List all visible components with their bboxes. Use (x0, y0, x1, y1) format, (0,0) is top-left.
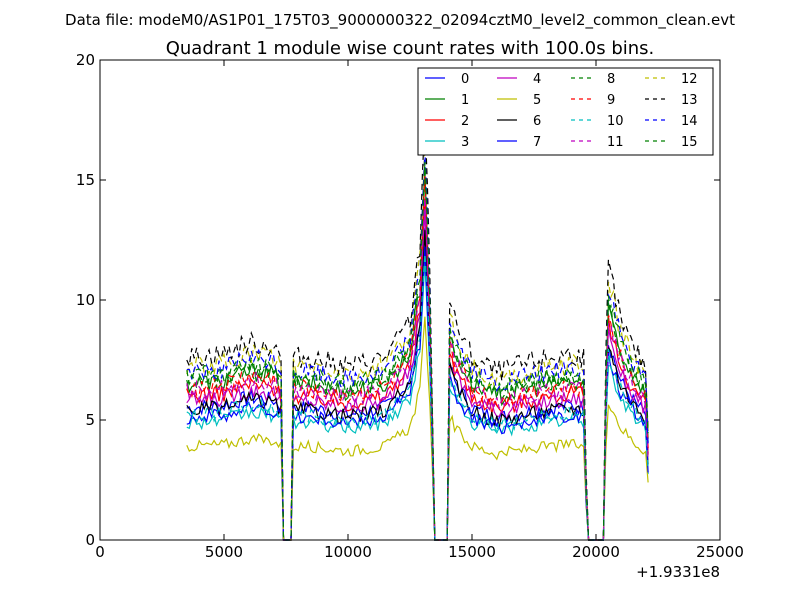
x-tick-label: 5000 (205, 543, 243, 561)
x-offset-label: +1.9331e8 (636, 563, 720, 581)
plot-lines (186, 119, 649, 541)
legend-label-3: 3 (461, 135, 469, 150)
series-line-10 (186, 253, 649, 541)
series-line-11 (186, 198, 649, 541)
legend-label-10: 10 (607, 114, 624, 129)
series-line-14 (186, 151, 649, 541)
x-axis: 0 5000 10000 15000 20000 25000 (95, 60, 744, 561)
series-line-6 (186, 230, 649, 541)
series-line-2 (186, 198, 649, 541)
legend-label-15: 15 (681, 135, 698, 150)
chart-title: Quadrant 1 module wise count rates with … (166, 38, 655, 59)
x-tick-label: 0 (95, 543, 105, 561)
chart-suptitle: Data file: modeM0/AS1P01_175T03_90000003… (65, 11, 735, 30)
series-line-13 (186, 119, 649, 541)
series-line-0 (186, 228, 649, 541)
y-tick-label: 10 (76, 291, 95, 309)
legend-label-11: 11 (607, 135, 624, 150)
x-tick-label: 20000 (572, 543, 620, 561)
series-line-15 (186, 161, 649, 541)
y-tick-label: 0 (85, 531, 95, 549)
series-line-4 (186, 208, 649, 541)
legend-label-8: 8 (607, 72, 615, 87)
legend-label-6: 6 (533, 114, 541, 129)
y-tick-label: 20 (76, 51, 95, 69)
legend-label-0: 0 (461, 72, 469, 87)
legend-label-1: 1 (461, 93, 469, 108)
y-tick-label: 15 (76, 171, 95, 189)
x-tick-label: 15000 (448, 543, 496, 561)
legend-label-14: 14 (681, 114, 698, 129)
series-line-12 (186, 142, 649, 541)
x-tick-label: 25000 (696, 543, 744, 561)
series-line-9 (186, 176, 649, 541)
series-line-8 (186, 159, 649, 541)
legend-label-5: 5 (533, 93, 541, 108)
legend-label-13: 13 (681, 93, 698, 108)
legend-label-12: 12 (681, 72, 698, 87)
legend-label-4: 4 (533, 72, 541, 87)
y-tick-label: 5 (85, 411, 95, 429)
legend-label-7: 7 (533, 135, 541, 150)
series-line-1 (186, 170, 649, 541)
legend-label-2: 2 (461, 114, 469, 129)
x-tick-label: 10000 (324, 543, 372, 561)
series-line-5 (186, 316, 649, 541)
legend-label-9: 9 (607, 93, 615, 108)
